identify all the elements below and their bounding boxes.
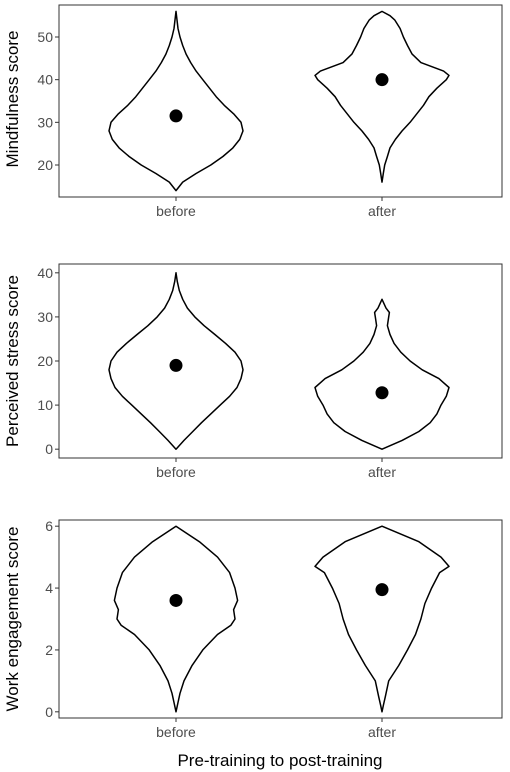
y-tick-label: 2 bbox=[45, 642, 53, 658]
y-tick-label: 20 bbox=[37, 157, 53, 173]
mean-point-after bbox=[375, 583, 389, 597]
x-tick-label: after bbox=[368, 724, 396, 740]
x-axis-title: Pre-training to post-training bbox=[177, 751, 382, 770]
violin-before bbox=[113, 525, 239, 713]
y-tick-label: 10 bbox=[37, 397, 53, 413]
y-tick-label: 30 bbox=[37, 114, 53, 130]
violin-after bbox=[314, 298, 450, 450]
mean-point-before bbox=[169, 358, 183, 372]
x-tick-label: before bbox=[156, 464, 196, 480]
y-axis-title: Perceived stress score bbox=[3, 275, 22, 447]
y-tick-label: 50 bbox=[37, 29, 53, 45]
y-tick-label: 4 bbox=[45, 580, 53, 596]
mean-point-after bbox=[375, 386, 389, 400]
violin-after bbox=[314, 525, 450, 713]
panel-border bbox=[58, 519, 503, 719]
panel-1: 20 30 40 50 before after Mindfulness score bbox=[3, 4, 503, 219]
y-tick-label: 40 bbox=[37, 72, 53, 88]
y-axis-title: Mindfulness score bbox=[3, 30, 22, 167]
mean-point-after bbox=[375, 73, 389, 87]
panel-border bbox=[58, 4, 503, 198]
violin-after bbox=[314, 10, 450, 183]
panel-3: 0 2 4 6 before after Work engagement score bbox=[3, 518, 503, 740]
x-tick-label: after bbox=[368, 464, 396, 480]
y-tick-label: 20 bbox=[37, 353, 53, 369]
y-tick-label: 6 bbox=[45, 518, 53, 534]
y-tick-label: 0 bbox=[45, 441, 53, 457]
y-axis-title: Work engagement score bbox=[3, 527, 22, 712]
y-tick-label: 40 bbox=[37, 265, 53, 281]
x-tick-label: before bbox=[156, 724, 196, 740]
y-tick-label: 30 bbox=[37, 309, 53, 325]
violin-before bbox=[108, 10, 244, 192]
x-tick-label: after bbox=[368, 203, 396, 219]
y-tick-label: 0 bbox=[45, 704, 53, 720]
mean-point-before bbox=[169, 109, 183, 123]
x-tick-label: before bbox=[156, 203, 196, 219]
mean-point-before bbox=[169, 593, 183, 607]
panel-2: 0 10 20 30 40 before after Perceived stress sco… bbox=[3, 263, 503, 480]
